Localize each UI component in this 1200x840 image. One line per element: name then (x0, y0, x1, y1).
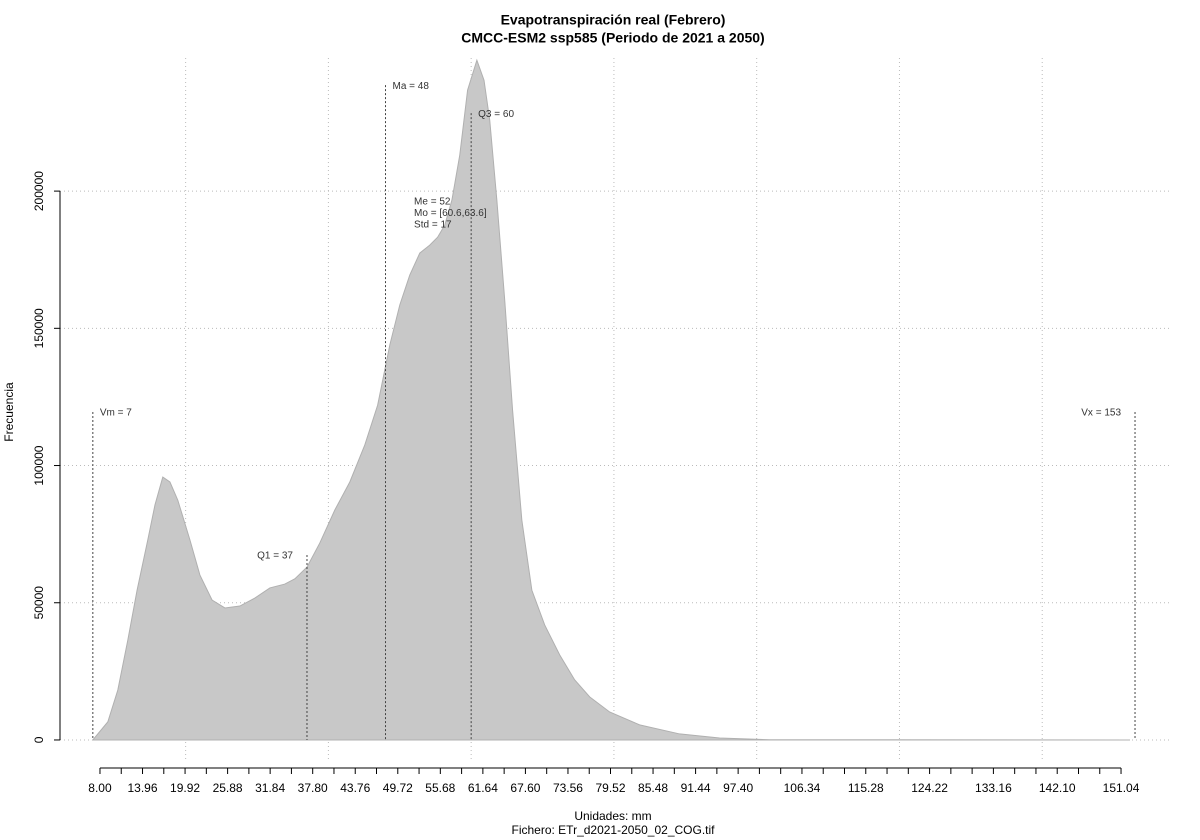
x-tick-label: 25.88 (213, 781, 243, 795)
y-axis-label: Frecuencia (2, 382, 16, 442)
x-tick-label: 43.76 (340, 781, 370, 795)
x-tick-label: 91.44 (681, 781, 711, 795)
x-tick-label: 124.22 (911, 781, 948, 795)
stat-label: Q3 = 60 (478, 109, 514, 120)
stat-summary: Mo = [60.6,63.6] (414, 208, 487, 219)
x-tick-label: 115.28 (848, 781, 884, 795)
y-tick-label: 150000 (32, 308, 46, 348)
x-tick-label: 8.00 (88, 781, 112, 795)
chart-subtitle: CMCC-ESM2 ssp585 (Periodo de 2021 a 2050… (461, 30, 764, 46)
x-tick-label: 133.16 (975, 781, 1012, 795)
caption: Fichero: ETr_d2021-2050_02_COG.tif (512, 823, 716, 837)
stat-summary: Std = 17 (414, 220, 452, 231)
x-tick-label: 73.56 (553, 781, 583, 795)
x-tick-label: 85.48 (638, 781, 668, 795)
y-tick-label: 100000 (32, 445, 46, 485)
chart-title: Evapotranspiración real (Febrero) (501, 12, 726, 28)
area (91, 58, 1131, 741)
x-tick-label: 142.10 (1039, 781, 1076, 795)
y-tick-label: 50000 (32, 586, 46, 620)
x-tick-label: 61.64 (468, 781, 498, 795)
x-tick-label: 67.60 (510, 781, 540, 795)
x-axis-label: Unidades: mm (574, 809, 651, 823)
x-tick-label: 97.40 (723, 781, 753, 795)
x-tick-label: 49.72 (383, 781, 413, 795)
x-tick-label: 106.34 (784, 781, 821, 795)
stat-summary: Me = 52 (414, 197, 451, 208)
x-tick-label: 37.80 (298, 781, 328, 795)
x-tick-label: 55.68 (425, 781, 455, 795)
x-tick-label: 79.52 (595, 781, 625, 795)
x-tick-label: 19.92 (170, 781, 200, 795)
x-tick-label: 13.96 (128, 781, 158, 795)
y-tick-label: 200000 (32, 171, 46, 211)
stat-label: Vx = 153 (1081, 408, 1121, 419)
stat-label: Vm = 7 (100, 408, 132, 419)
stat-label: Ma = 48 (393, 81, 430, 92)
x-tick-label: 31.84 (255, 781, 285, 795)
stat-label: Q1 = 37 (257, 551, 293, 562)
y-tick-label: 0 (32, 736, 46, 743)
x-tick-label: 151.04 (1103, 781, 1140, 795)
